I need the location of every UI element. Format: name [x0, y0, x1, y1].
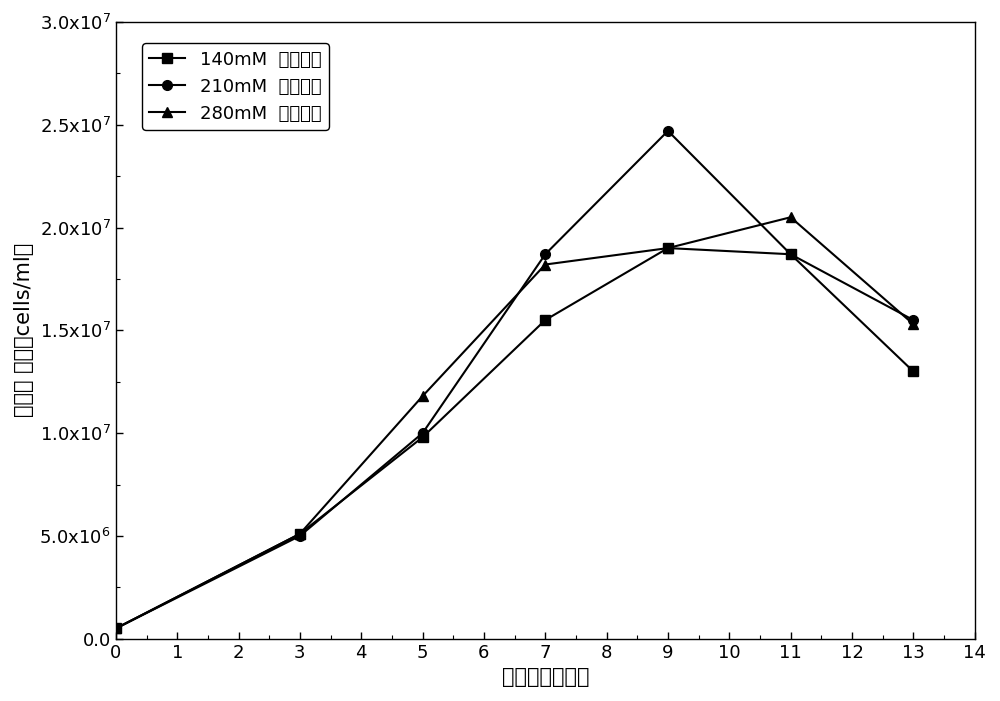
X-axis label: 培养天数（天）: 培养天数（天） — [502, 667, 589, 687]
210mM  半胱氨酸 — [294, 531, 306, 540]
140mM  半胱氨酸 — [662, 244, 674, 252]
140mM  半胱氨酸 — [785, 250, 797, 259]
210mM  半胱氨酸 — [662, 127, 674, 135]
280mM  半胱氨酸 — [417, 392, 429, 400]
140mM  半胱氨酸 — [110, 624, 122, 632]
280mM  半胱氨酸 — [907, 320, 919, 328]
210mM  半胱氨酸 — [417, 429, 429, 437]
140mM  半胱氨酸 — [417, 433, 429, 442]
280mM  半胱氨酸 — [785, 213, 797, 222]
Line: 210mM  半胱氨酸: 210mM 半胱氨酸 — [111, 126, 918, 633]
210mM  半胱氨酸 — [785, 250, 797, 259]
210mM  半胱氨酸 — [907, 316, 919, 325]
280mM  半胱氨酸 — [110, 624, 122, 632]
140mM  半胱氨酸 — [294, 530, 306, 538]
140mM  半胱氨酸 — [539, 316, 551, 325]
Line: 280mM  半胱氨酸: 280mM 半胱氨酸 — [111, 212, 918, 633]
Y-axis label: 活细胞 密度（cells/ml）: 活细胞 密度（cells/ml） — [14, 243, 34, 417]
210mM  半胱氨酸 — [539, 250, 551, 259]
210mM  半胱氨酸 — [110, 624, 122, 632]
Legend: 140mM  半胱氨酸, 210mM  半胱氨酸, 280mM  半胱氨酸: 140mM 半胱氨酸, 210mM 半胱氨酸, 280mM 半胱氨酸 — [142, 43, 329, 130]
140mM  半胱氨酸 — [907, 367, 919, 376]
280mM  半胱氨酸 — [294, 530, 306, 538]
280mM  半胱氨酸 — [662, 244, 674, 252]
Line: 140mM  半胱氨酸: 140mM 半胱氨酸 — [111, 243, 918, 633]
280mM  半胱氨酸 — [539, 260, 551, 268]
